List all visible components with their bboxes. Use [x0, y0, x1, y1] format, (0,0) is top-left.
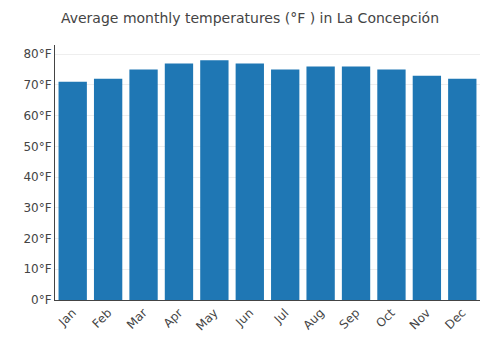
svg-text:Average monthly temperatures (: Average monthly temperatures (°F ) in La…: [61, 10, 439, 26]
svg-text:Sep: Sep: [337, 306, 363, 332]
svg-text:Mar: Mar: [124, 306, 150, 332]
svg-text:Jan: Jan: [55, 306, 79, 330]
svg-text:20°F: 20°F: [23, 232, 51, 246]
svg-text:60°F: 60°F: [23, 109, 51, 123]
svg-text:Jun: Jun: [232, 306, 256, 330]
svg-text:Feb: Feb: [90, 306, 115, 331]
svg-text:10°F: 10°F: [23, 262, 51, 276]
svg-text:Aug: Aug: [301, 306, 327, 332]
svg-text:Apr: Apr: [161, 306, 186, 331]
svg-text:Dec: Dec: [442, 306, 468, 332]
svg-text:40°F: 40°F: [23, 170, 51, 184]
svg-text:80°F: 80°F: [23, 47, 51, 61]
svg-text:Jul: Jul: [271, 306, 292, 327]
svg-text:70°F: 70°F: [23, 78, 51, 92]
svg-text:Oct: Oct: [373, 306, 398, 331]
svg-text:50°F: 50°F: [23, 140, 51, 154]
svg-text:30°F: 30°F: [23, 201, 51, 215]
svg-text:May: May: [193, 306, 220, 333]
svg-text:0°F: 0°F: [31, 293, 52, 307]
svg-text:Nov: Nov: [407, 306, 433, 332]
